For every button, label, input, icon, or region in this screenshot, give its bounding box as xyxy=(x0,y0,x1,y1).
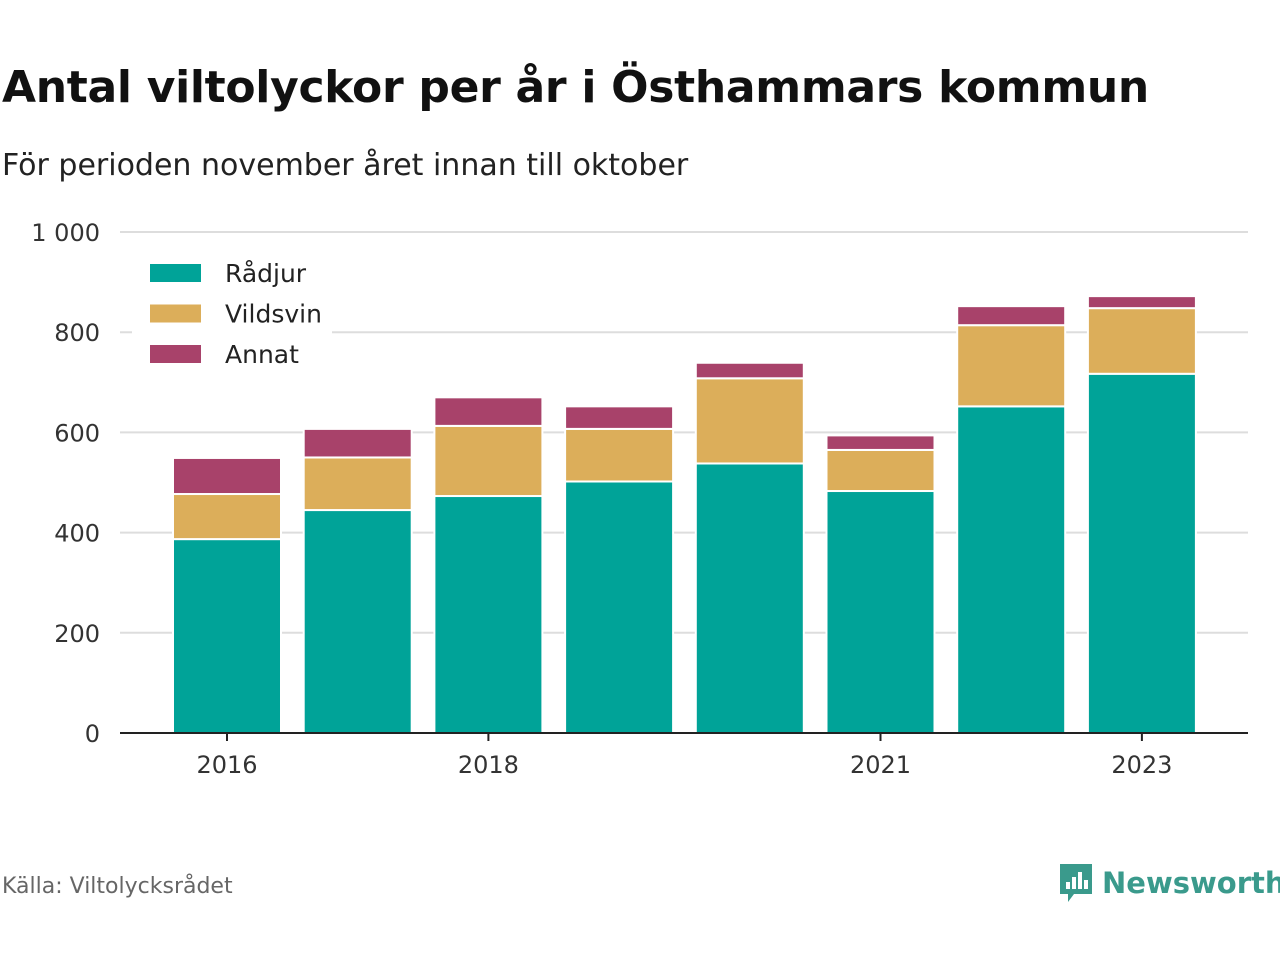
y-axis-ticks: 0 200 400 600 800 1 000 xyxy=(31,219,100,748)
bar-segment-vildsvin-2018 xyxy=(433,424,544,498)
x-tick-label: 2016 xyxy=(196,751,257,779)
x-tick-label: 2023 xyxy=(1111,751,1172,779)
bar-segment-r-djur-2016 xyxy=(172,538,282,734)
bar-segment-annat-2023 xyxy=(1086,295,1197,310)
bar-segment-r-djur-2020 xyxy=(694,462,805,734)
bar-segment-annat-2020 xyxy=(694,361,805,380)
source-note: Källa: Viltolycksrådet xyxy=(2,874,233,899)
bar-segment-r-djur-2019 xyxy=(564,480,675,734)
stacked-bar-chart: 0 200 400 600 800 1 000 2016 2018 2021 2023 Rådj… xyxy=(31,219,1248,779)
bar-segment-r-djur-2023 xyxy=(1086,372,1197,734)
bar-segment-r-djur-2018 xyxy=(433,495,544,735)
x-tick-label: 2018 xyxy=(458,751,519,779)
y-tick-label: 0 xyxy=(85,720,100,748)
bar-segment-annat-2021 xyxy=(825,434,936,451)
bar-segment-annat-2018 xyxy=(433,396,544,427)
y-tick-label: 200 xyxy=(54,620,100,648)
newsworthy-logo-icon xyxy=(1060,864,1092,902)
bar-segment-vildsvin-2022 xyxy=(956,324,1067,408)
x-tick-label: 2021 xyxy=(850,751,911,779)
legend-label: Rådjur xyxy=(225,259,307,288)
bar-segment-annat-2022 xyxy=(956,305,1067,327)
bars xyxy=(172,295,1197,735)
brand-name: Newsworthy xyxy=(1102,866,1280,900)
bar-segment-vildsvin-2020 xyxy=(694,377,805,465)
bar-segment-vildsvin-2021 xyxy=(825,448,936,493)
bar-segment-annat-2016 xyxy=(172,456,282,496)
bar-segment-vildsvin-2019 xyxy=(564,427,675,483)
y-tick-label: 600 xyxy=(54,419,100,447)
bar-segment-r-djur-2022 xyxy=(956,405,1067,734)
y-tick-label: 400 xyxy=(54,520,100,548)
bar-segment-annat-2017 xyxy=(302,427,413,459)
legend-swatch xyxy=(150,304,201,323)
bar-segment-r-djur-2021 xyxy=(825,490,936,734)
legend-label: Annat xyxy=(225,340,299,369)
legend-swatch xyxy=(150,345,201,363)
bar-segment-annat-2019 xyxy=(564,405,675,430)
bar-segment-vildsvin-2016 xyxy=(172,493,282,541)
bar-segment-r-djur-2017 xyxy=(302,509,413,734)
legend: Rådjur Vildsvin Annat xyxy=(132,248,332,378)
bar-segment-vildsvin-2017 xyxy=(302,456,413,512)
brand-logo: Newsworthy xyxy=(1058,862,1280,904)
x-axis-ticks: 2016 2018 2021 2023 xyxy=(196,733,1172,779)
y-tick-label: 1 000 xyxy=(31,219,100,247)
legend-label: Vildsvin xyxy=(225,300,322,329)
bar-segment-vildsvin-2023 xyxy=(1086,307,1197,375)
legend-swatch xyxy=(150,264,201,282)
chart-subtitle: För perioden november året innan till ok… xyxy=(2,148,689,183)
chart-title: Antal viltolyckor per år i Östhammars ko… xyxy=(2,62,1149,113)
y-tick-label: 800 xyxy=(54,319,100,347)
